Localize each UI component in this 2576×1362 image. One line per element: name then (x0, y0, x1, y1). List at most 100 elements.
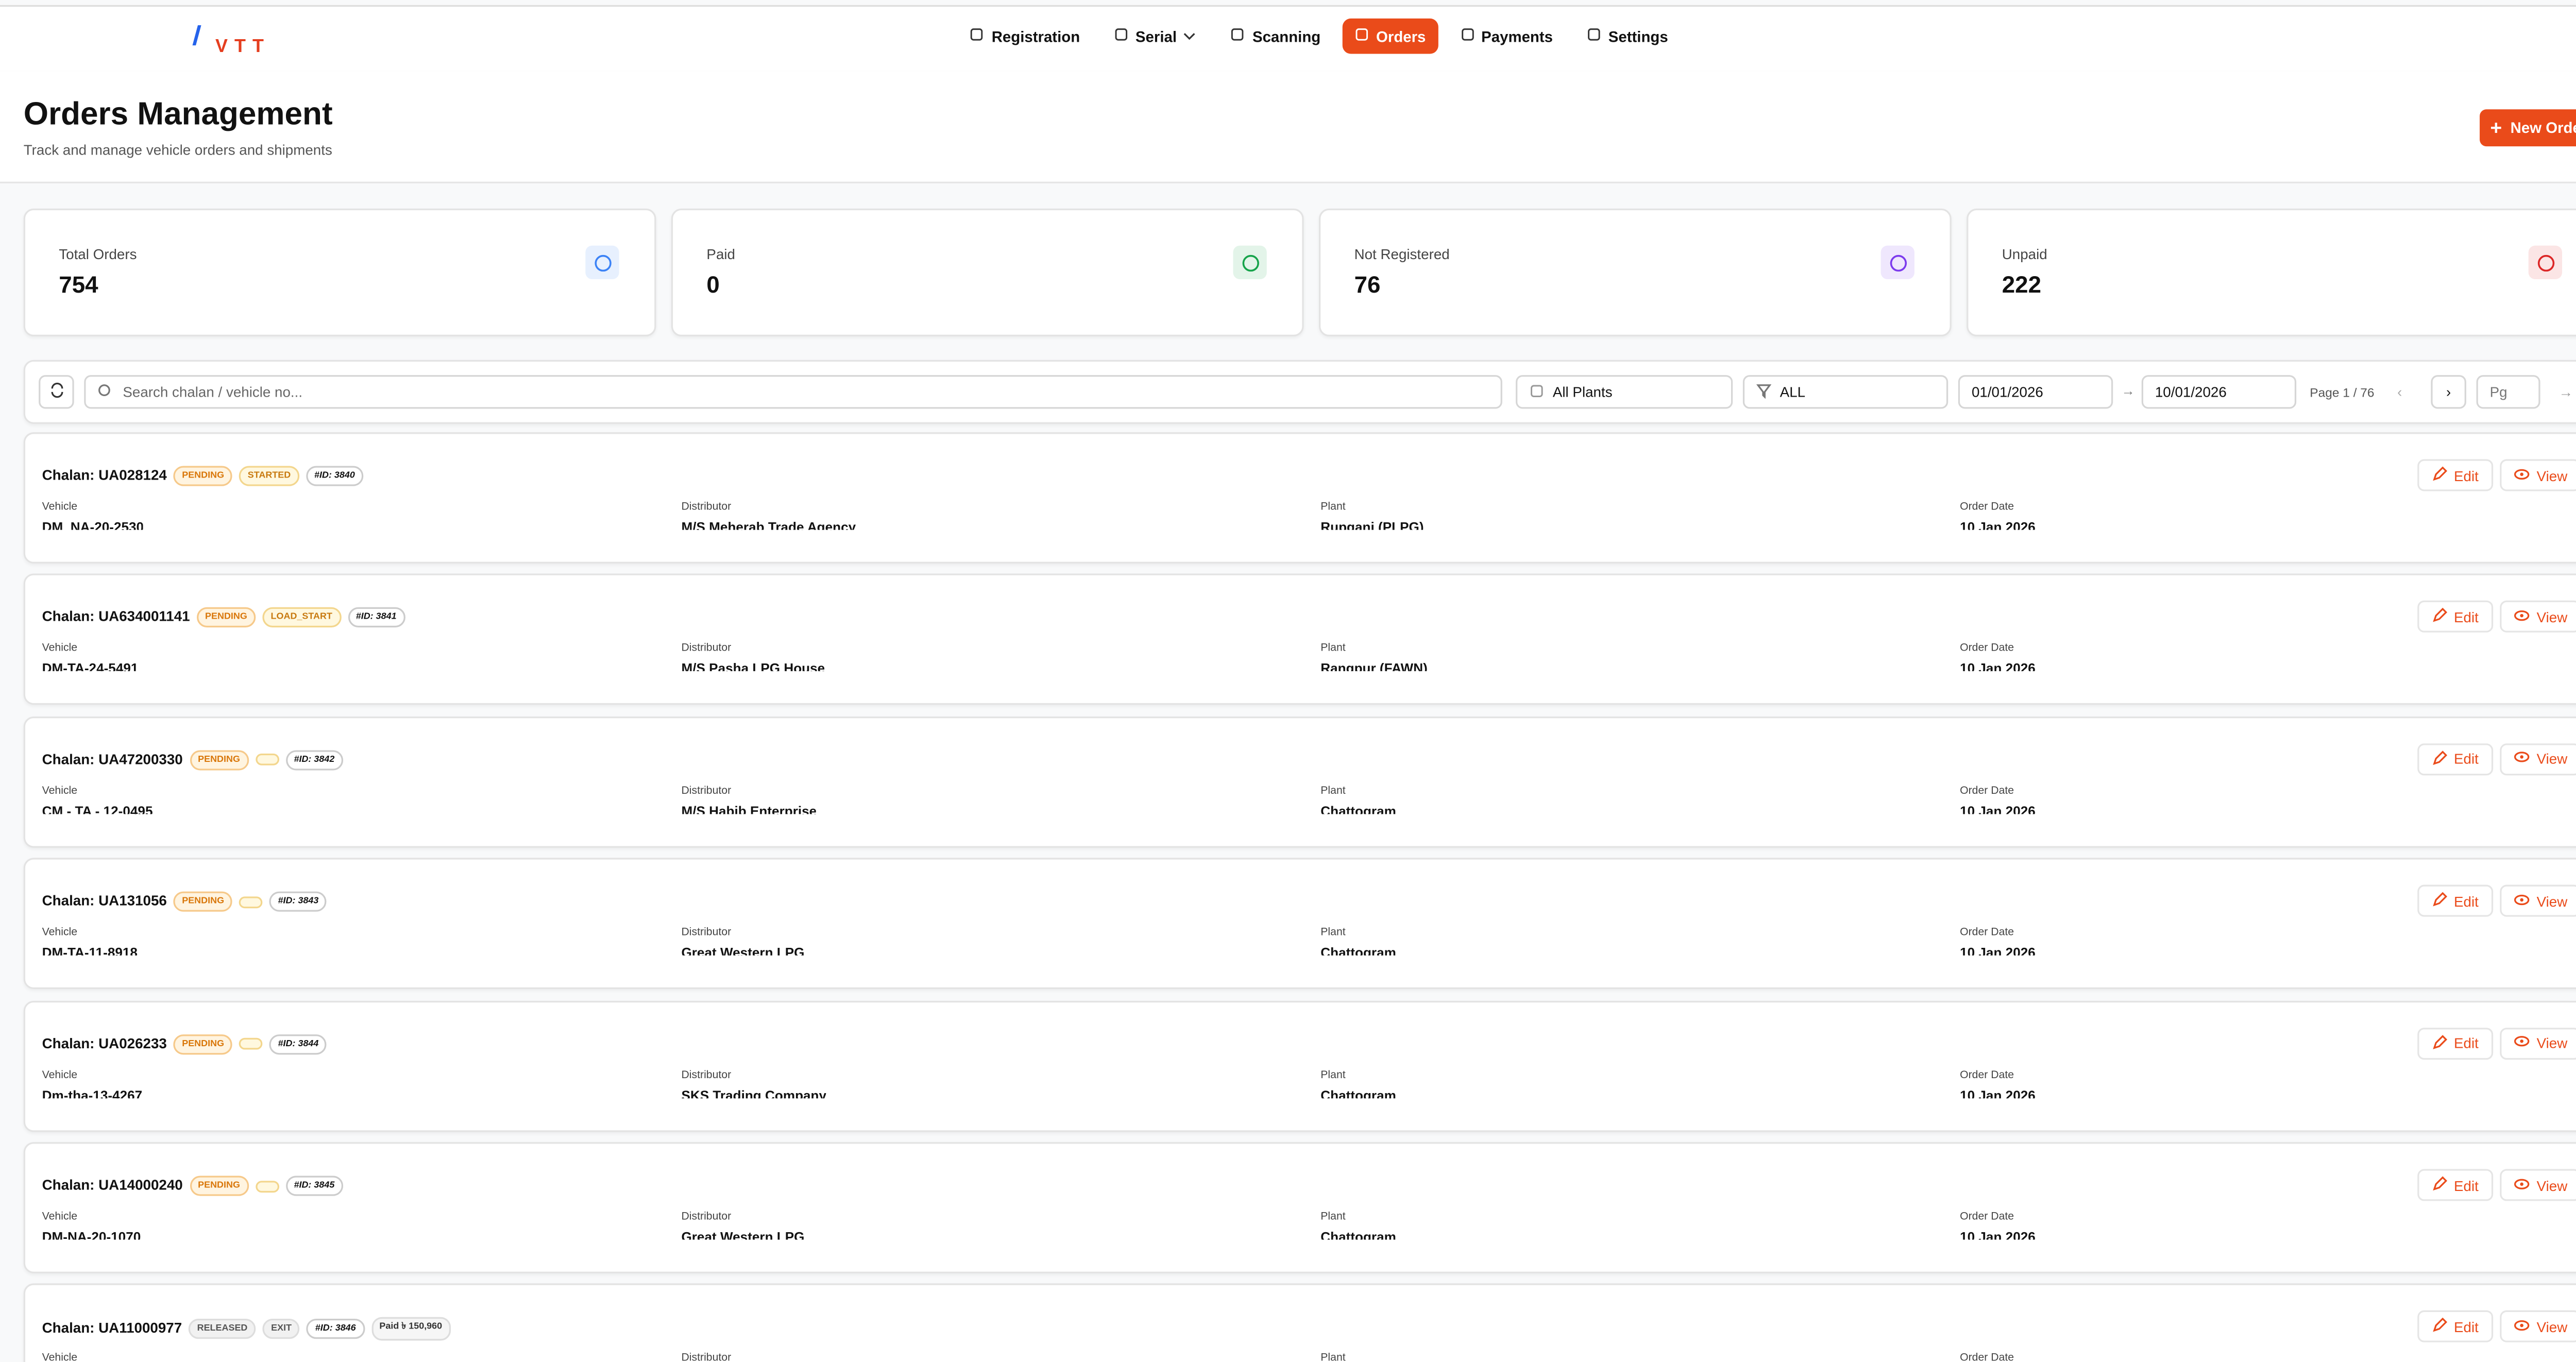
nav-item[interactable]: Payments (1448, 19, 1565, 54)
badge: LOAD_START (262, 608, 341, 628)
view-label: View (2536, 1034, 2568, 1052)
stat-label: Not Registered (1354, 245, 1450, 263)
nav-label: Settings (1608, 27, 1668, 45)
nav-item[interactable]: Scanning (1219, 19, 1332, 54)
nav-item[interactable]: Registration (958, 19, 1092, 54)
search-input[interactable]: Search chalan / vehicle no... (84, 375, 1502, 409)
badge: PENDING (189, 750, 249, 770)
next-page[interactable]: › (2431, 375, 2466, 409)
order-header: Chalan: UA47200330 PENDING #ID: 3842 (42, 750, 343, 770)
field-label: Order Date (1960, 643, 2014, 655)
edit-button[interactable]: Edit (2417, 885, 2494, 917)
edit-label: Edit (2454, 608, 2479, 626)
edit-button[interactable]: Edit (2417, 601, 2494, 634)
view-button[interactable]: View (2500, 743, 2576, 775)
date-to[interactable]: 10/01/2026 (2141, 375, 2297, 409)
stat-card: Total Orders 754 (23, 208, 656, 337)
field-label: Plant (1320, 501, 1346, 513)
date-to-text: 10/01/2026 (2155, 383, 2227, 401)
field-label: Vehicle (42, 1069, 78, 1081)
stat-card: Unpaid 222 (1967, 208, 2576, 337)
view-button[interactable]: View (2500, 1310, 2576, 1343)
field-label: Order Date (1960, 785, 2014, 797)
status-select[interactable]: ALL (1742, 375, 1948, 409)
view-button[interactable]: View (2500, 459, 2576, 491)
view-label: View (2536, 467, 2568, 484)
refresh-icon (48, 382, 65, 402)
stat-icon (1233, 245, 1267, 280)
nav-item[interactable]: Serial (1102, 19, 1209, 54)
page-title: Orders Management (23, 97, 333, 133)
field-value: Great Western LPG (681, 1229, 805, 1240)
order-card: Chalan: UA026233 PENDING #ID: 3844 Vehicle D… (23, 1000, 2576, 1132)
field-label: Order Date (1960, 927, 2014, 939)
field-label: Order Date (1960, 1353, 2014, 1362)
edit-button[interactable]: Edit (2417, 1027, 2494, 1059)
field-value: DM_NA-20-2530 (42, 519, 144, 530)
date-from[interactable]: 01/01/2026 (1958, 375, 2113, 409)
chalan: Chalan: UA47200330 (42, 750, 183, 768)
field-label: Distributor (681, 1069, 732, 1081)
badge: PENDING (173, 466, 233, 486)
edit-button[interactable]: Edit (2417, 1169, 2494, 1201)
view-label: View (2536, 1177, 2568, 1194)
chalan: Chalan: UA026233 (42, 1034, 167, 1051)
badge: Paid ৳ 150,960 (371, 1318, 451, 1341)
field-value: Great Western LPG (681, 945, 805, 956)
field-value: M/S Pasha LPG House (681, 661, 825, 672)
field-value: SKS Trading Company (681, 1087, 827, 1098)
field-label: Vehicle (42, 785, 78, 797)
order-card: Chalan: UA47200330 PENDING #ID: 3842 Vehicl… (23, 716, 2576, 848)
stat-value: 222 (2002, 270, 2041, 298)
nav-label: Registration (991, 27, 1080, 45)
view-button[interactable]: View (2500, 1027, 2576, 1059)
stat-icon (1880, 245, 1914, 280)
view-button[interactable]: View (2500, 1169, 2576, 1201)
edit-button[interactable]: Edit (2417, 459, 2494, 491)
nav-label: Serial (1135, 27, 1177, 45)
page-subtitle: Track and manage vehicle orders and ship… (23, 141, 332, 158)
order-header: Chalan: UA14000240 PENDING #ID: 3845 (42, 1176, 343, 1196)
edit-icon (2432, 1318, 2447, 1336)
view-label: View (2536, 608, 2568, 626)
stat-label: Total Orders (59, 245, 137, 263)
nav-icon (1460, 27, 1475, 45)
chalan: Chalan: UA028124 (42, 466, 167, 483)
view-button[interactable]: View (2500, 601, 2576, 634)
page-info: Page 1 / 76 (2310, 385, 2375, 401)
field-value: Chattogram (1320, 1229, 1396, 1240)
field-label: Vehicle (42, 643, 78, 655)
status-text: ALL (1780, 383, 1806, 401)
view-button[interactable]: View (2500, 885, 2576, 917)
field-label: Vehicle (42, 501, 78, 513)
edit-icon (2432, 1034, 2447, 1052)
nav-item[interactable]: Orders (1342, 18, 1438, 54)
field-value: 10 Jan 2026 (1960, 661, 2036, 672)
order-card: Chalan: UA11000977 RELEASED EXIT #ID: 3846 P… (23, 1284, 2576, 1362)
stat-label: Unpaid (2002, 245, 2047, 263)
badge: #ID: 3841 (347, 608, 405, 628)
refresh-button[interactable] (39, 375, 74, 409)
chalan: Chalan: UA14000240 (42, 1176, 183, 1193)
badge (239, 896, 263, 908)
view-label: View (2536, 892, 2568, 910)
go-page[interactable]: → (2547, 375, 2576, 409)
edit-button[interactable]: Edit (2417, 1310, 2494, 1343)
search-placeholder: Search chalan / vehicle no... (123, 383, 303, 401)
field-value: Chattogram (1320, 1087, 1396, 1098)
nav-item[interactable]: Settings (1574, 19, 1680, 54)
plant-select[interactable]: All Plants (1516, 375, 1733, 409)
field-label: Plant (1320, 643, 1346, 655)
page-input-text: Pg (2489, 383, 2507, 401)
field-value: 10 Jan 2026 (1960, 519, 2036, 530)
nav-label: Scanning (1252, 27, 1321, 45)
edit-label: Edit (2454, 1318, 2479, 1336)
page-input[interactable]: Pg (2476, 375, 2540, 409)
field-label: Order Date (1960, 501, 2014, 513)
new-order-button[interactable]: +New Order (2480, 109, 2576, 147)
chalan: Chalan: UA131056 (42, 892, 167, 909)
prev-page[interactable]: ‹ (2385, 375, 2421, 409)
view-icon (2513, 893, 2530, 910)
edit-button[interactable]: Edit (2417, 743, 2494, 775)
stat-value: 754 (59, 270, 98, 298)
